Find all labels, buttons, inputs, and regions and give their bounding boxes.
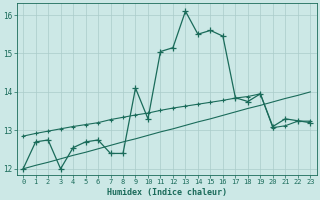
X-axis label: Humidex (Indice chaleur): Humidex (Indice chaleur)	[107, 188, 227, 197]
